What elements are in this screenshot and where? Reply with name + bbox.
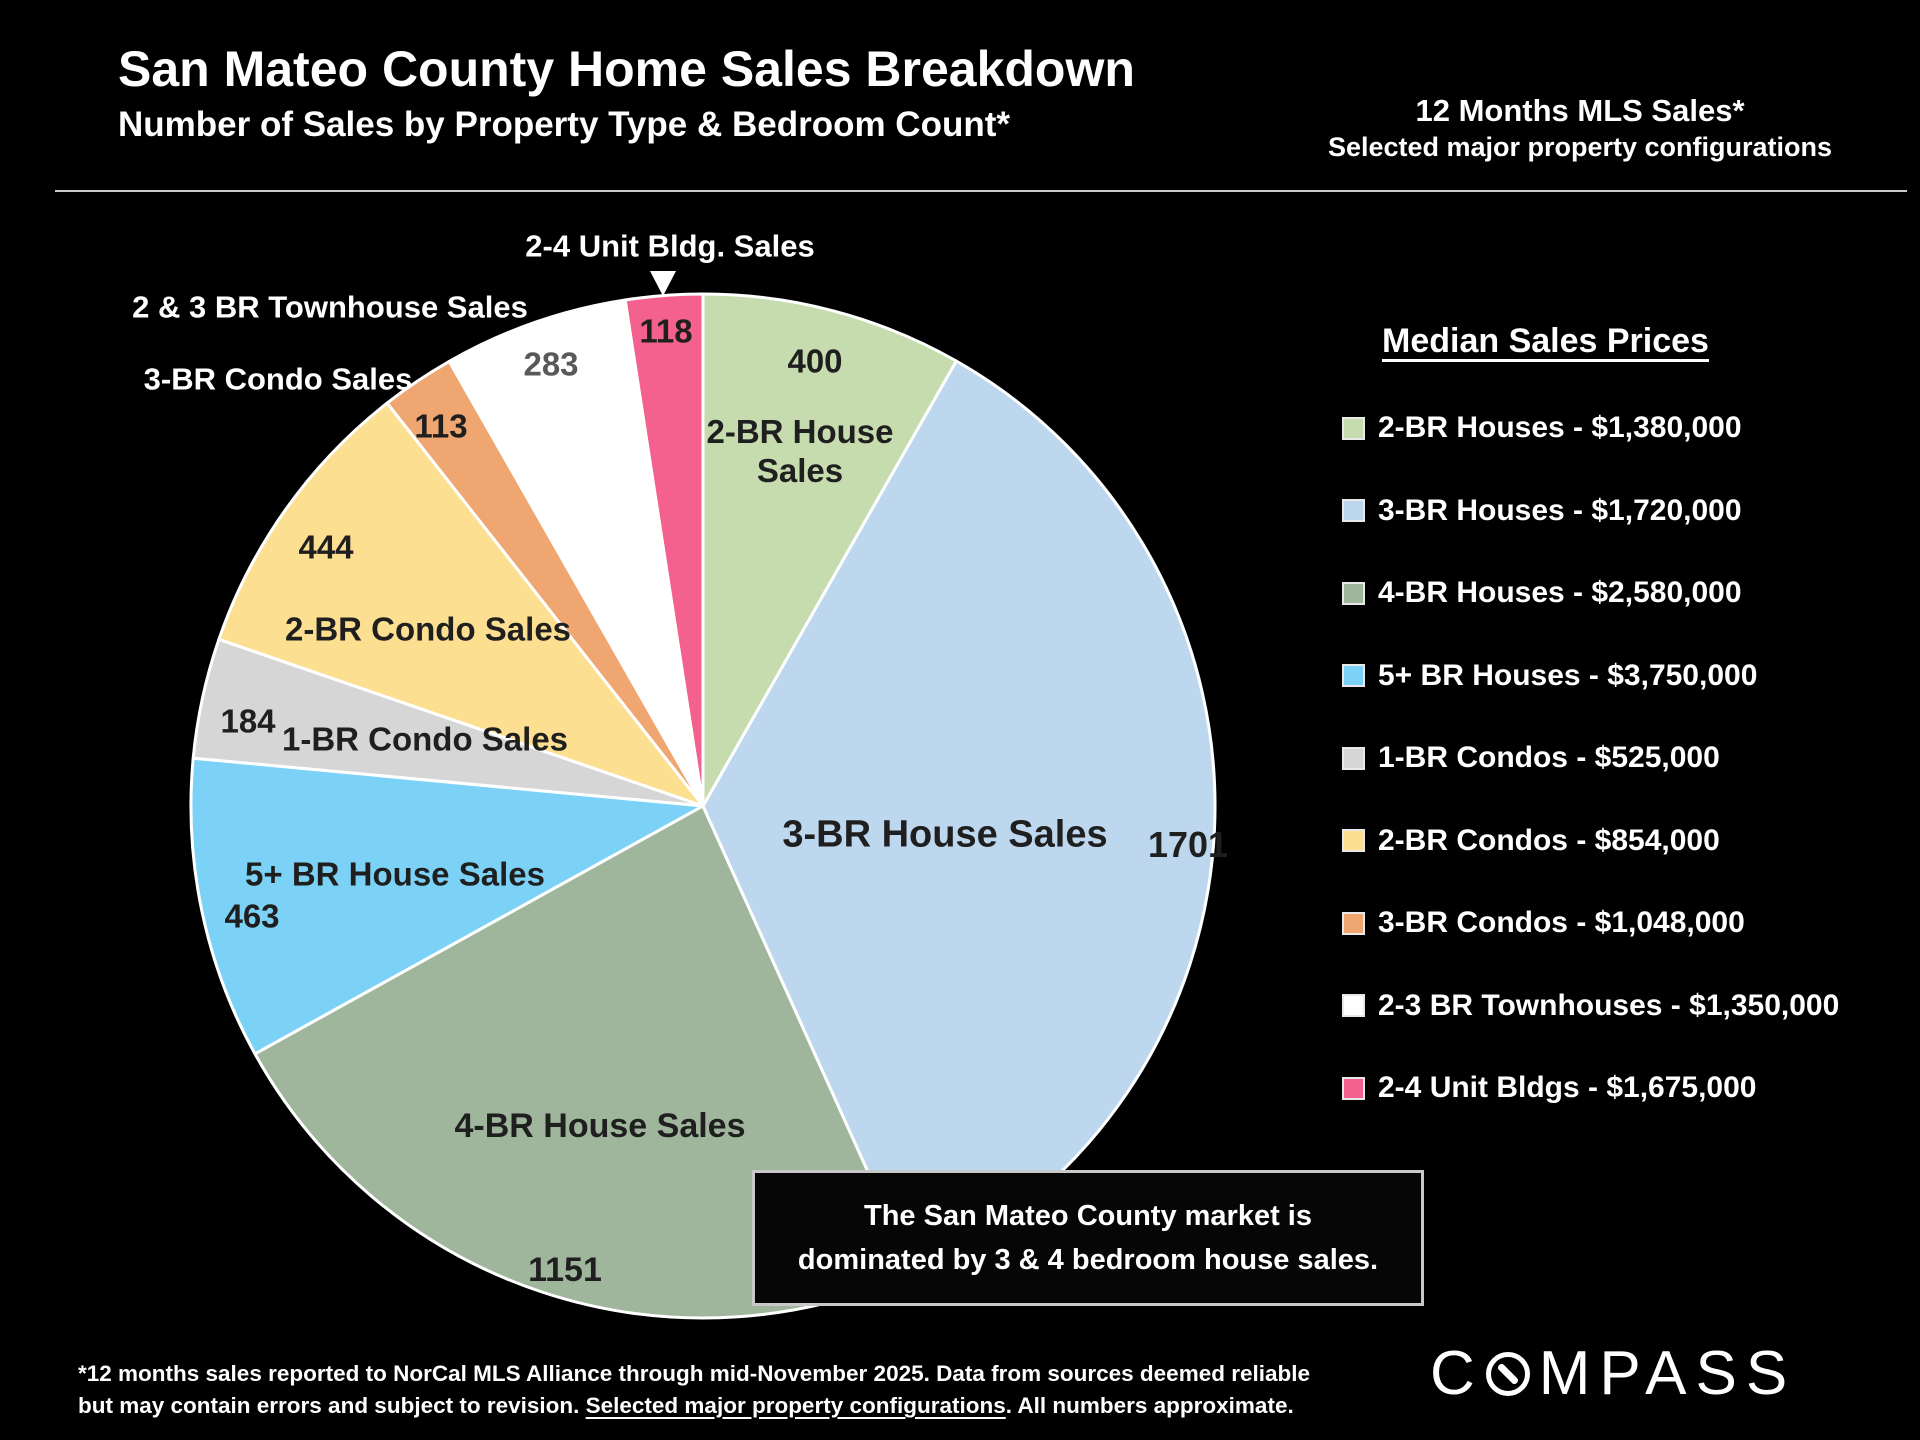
pie-slice-3 [189,756,705,1056]
slice-value-7: 283 [523,345,579,383]
logo-letter-c: C [1430,1339,1484,1408]
header-right-line2: Selected major property configurations [1327,131,1833,162]
legend-label-8: 2-4 Unit Bldgs - $1,675,000 [1378,1071,1757,1104]
slice-value-5: 444 [298,528,354,566]
legend-label-2: 4-BR Houses - $2,580,000 [1378,576,1742,609]
legend-swatch-4 [1342,746,1365,770]
pie-slice-0 [701,292,958,808]
legend-swatch-3 [1342,664,1365,687]
header-right-block: 12 Months MLS Sales* Selected major prop… [1290,92,1870,165]
footnote-line1: *12 months sales reported to NorCal MLS … [78,1361,1311,1386]
slice-label-0: 2-BR House Sales [706,413,894,489]
legend-item-1: 3-BR Houses - $1,720,000 [1342,493,1742,527]
legend-swatch-2 [1342,581,1365,605]
slice-value-6: 113 [414,407,468,445]
legend-swatch-7 [1342,994,1365,1017]
legend-item-2: 4-BR Houses - $2,580,000 [1342,576,1742,609]
slice-label-2: 4-BR House Sales [454,1106,746,1145]
slice-value-0: 400 [787,342,843,380]
legend-label-5: 2-BR Condos - $854,000 [1378,823,1720,857]
footnote-line2: but may contain errors and subject to re… [78,1393,1294,1418]
footnote: *12 months sales reported to NorCal MLS … [78,1358,1418,1422]
pie-slice-5 [217,401,705,808]
legend-item-0: 2-BR Houses - $1,380,000 [1342,411,1742,444]
legend-item-6: 3-BR Condos - $1,048,000 [1342,906,1745,939]
legend-label-3: 5+ BR Houses - $3,750,000 [1378,658,1758,692]
logo-letters-rest: MPASS [1538,1339,1797,1408]
legend-item-4: 1-BR Condos - $525,000 [1342,741,1720,774]
callout-line2: dominated by 3 & 4 bedroom house sales. [797,1244,1379,1276]
compass-o-icon [1485,1351,1530,1396]
legend-item-3: 5+ BR Houses - $3,750,000 [1342,658,1758,692]
slice-label-8: 2-4 Unit Bldg. Sales [525,228,815,264]
legend-swatch-0 [1342,416,1365,440]
slice-value-1: 1701 [1147,823,1229,865]
header-right-line1: 12 Months MLS Sales* [1415,93,1745,128]
callout-line1: The San Mateo County market is [864,1200,1312,1232]
slice-value-4: 184 [220,702,276,740]
legend-swatch-1 [1342,499,1365,522]
slice-value-3: 463 [224,897,280,935]
header-divider [55,190,1907,192]
slice-label-5: 2-BR Condo Sales [284,610,572,648]
legend-label-1: 3-BR Houses - $1,720,000 [1378,493,1742,527]
slice-label-4: 1-BR Condo Sales [281,720,569,758]
legend-swatch-8 [1342,1076,1365,1100]
legend-item-7: 2-3 BR Townhouses - $1,350,000 [1342,988,1840,1022]
legend-item-8: 2-4 Unit Bldgs - $1,675,000 [1342,1071,1757,1104]
legend-swatch-5 [1342,829,1365,852]
pointer-triangle-icon [650,271,676,296]
footnote-underlined-phrase: Selected major property configurations [585,1393,1006,1418]
pie-slice-7 [447,298,705,808]
legend-label-0: 2-BR Houses - $1,380,000 [1378,411,1742,444]
page-subtitle: Number of Sales by Property Type & Bedro… [118,105,1010,144]
legend-title: Median Sales Prices [1382,322,1709,360]
compass-logo: C MPASS [1430,1338,1796,1409]
slice-value-8: 118 [639,312,693,350]
page-title: San Mateo County Home Sales Breakdown [118,41,1135,97]
legend-label-6: 3-BR Condos - $1,048,000 [1378,906,1745,939]
slice-label-7: 2 & 3 BR Townhouse Sales [132,289,528,325]
legend-swatch-6 [1342,911,1365,935]
slice-label-3: 5+ BR House Sales [245,855,545,893]
slice-label-6: 3-BR Condo Sales [143,361,413,397]
compass-needle-icon [1496,1362,1520,1385]
slice-value-2: 1151 [528,1250,602,1289]
legend-item-5: 2-BR Condos - $854,000 [1342,823,1720,857]
legend-label-4: 1-BR Condos - $525,000 [1378,741,1720,774]
slice-label-1: 3-BR House Sales [782,813,1108,856]
legend-label-7: 2-3 BR Townhouses - $1,350,000 [1378,988,1840,1022]
callout-box: The San Mateo County market is dominated… [752,1170,1424,1306]
